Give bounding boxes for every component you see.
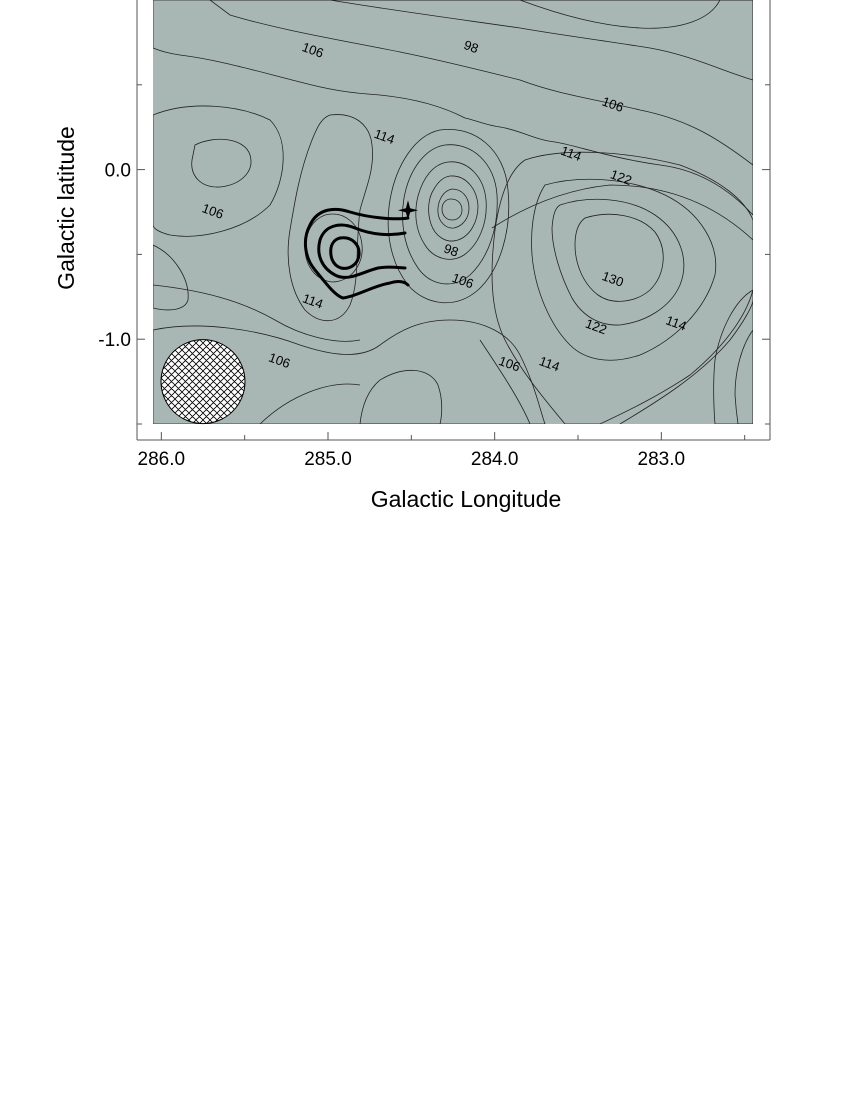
contour-label: 114 xyxy=(372,126,397,147)
x-tick-label: 285.0 xyxy=(304,449,352,470)
contour-labels: 106 98 106 114 114 122 106 98 106 130 114 122 114 106… xyxy=(200,37,688,374)
field-level-106-south xyxy=(153,319,546,424)
field-level-90-hole xyxy=(415,161,487,260)
contour-label: 106 xyxy=(600,94,626,116)
contour-label: 106 xyxy=(497,353,523,375)
field-level-82-north xyxy=(519,0,721,29)
field-level-98-hole xyxy=(402,144,498,285)
y-axis-title: Galactic latitude xyxy=(53,126,79,290)
overlay-contour-inner xyxy=(329,236,361,270)
field-level-82-hole xyxy=(428,175,479,242)
contour-label: 114 xyxy=(664,313,689,334)
contour-label: 114 xyxy=(301,290,326,311)
field-level-138-east xyxy=(551,198,685,326)
contour-line xyxy=(259,383,361,424)
contour-label: 98 xyxy=(462,37,481,56)
contour-label: 106 xyxy=(300,39,326,61)
overlay-contour-middle xyxy=(317,223,407,279)
y-tick-label: 0.0 xyxy=(105,161,131,182)
contour-line xyxy=(619,299,753,424)
axes: 286.0 285.0 284.0 283.0 0.0 -1.0 xyxy=(98,0,771,470)
contour-label: 106 xyxy=(200,200,226,222)
field-level-122-central xyxy=(287,114,373,322)
field-level-98-west xyxy=(191,138,252,188)
contour-label: 114 xyxy=(559,143,584,164)
star-marker xyxy=(398,200,418,221)
field-level-98-south xyxy=(359,369,443,424)
field-level-106-west xyxy=(153,105,284,237)
contour-label: 122 xyxy=(583,316,609,338)
field-level-106-hole xyxy=(387,128,510,304)
field-level-66-hole xyxy=(441,198,463,221)
x-tick-label: 286.0 xyxy=(138,449,186,470)
contour-line xyxy=(479,339,531,424)
field-level-122-east xyxy=(491,151,753,424)
contour-label: 122 xyxy=(608,166,634,188)
beam-circle xyxy=(160,339,246,425)
field-level-106-north xyxy=(153,0,753,216)
field-level-106-east xyxy=(713,289,753,424)
field-level-114 xyxy=(153,0,753,424)
field-level-98-north xyxy=(209,0,753,166)
field-level-146-east xyxy=(574,213,664,302)
contour-label: 98 xyxy=(442,241,461,260)
contour-label: 130 xyxy=(600,268,626,290)
star-marker-shape xyxy=(398,200,418,221)
contour-map xyxy=(153,0,753,424)
contour-label: 106 xyxy=(450,270,476,292)
x-tick-label: 283.0 xyxy=(638,449,686,470)
field-level-74-hole xyxy=(437,188,470,229)
contour-line xyxy=(491,184,753,241)
field-level-98-east xyxy=(734,329,753,424)
field-level-122-west xyxy=(153,244,189,311)
contour-label: 114 xyxy=(537,353,562,374)
contour-label: 106 xyxy=(267,350,293,372)
field-level-130-east xyxy=(531,178,717,361)
x-ticks: 286.0 285.0 284.0 283.0 xyxy=(138,432,746,470)
y-ticks: 0.0 -1.0 xyxy=(98,84,770,425)
overlay-contours xyxy=(303,207,410,300)
y-tick-label: -1.0 xyxy=(98,330,131,351)
overlay-contour-outer xyxy=(303,207,410,300)
field-level-90-north xyxy=(329,0,753,81)
contour-line xyxy=(153,284,361,342)
x-axis-title: Galactic Longitude xyxy=(371,486,562,512)
x-tick-label: 284.0 xyxy=(471,449,519,470)
